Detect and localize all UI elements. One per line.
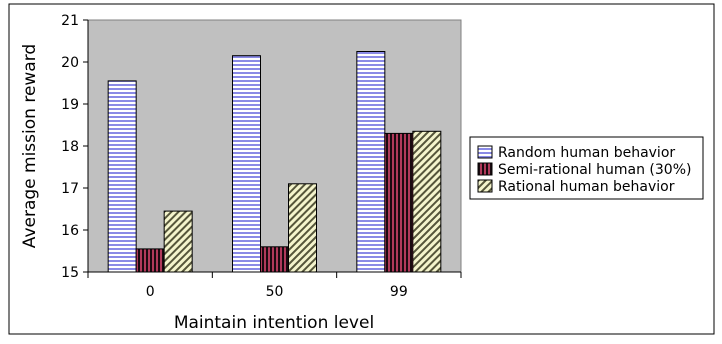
- x-tick-label: 50: [266, 284, 284, 300]
- legend-label: Rational human behavior: [498, 179, 675, 195]
- legend-swatch-random: [477, 145, 493, 159]
- y-tick-label: 17: [61, 181, 79, 197]
- x-tick-label: 99: [390, 284, 408, 300]
- x-tick-label: 0: [146, 284, 155, 300]
- y-tick-label: 19: [61, 97, 79, 113]
- x-axis-label: Maintain intention level: [174, 313, 374, 333]
- bar-random-0: [107, 80, 137, 273]
- bar-semi-rational-0: [135, 248, 165, 273]
- bar-semi-rational-50: [260, 246, 289, 273]
- legend-swatch-semi-rational: [477, 162, 493, 176]
- bar-rational-50: [288, 183, 317, 273]
- legend-swatch-rational: [477, 179, 493, 193]
- y-axis-label: Average mission reward: [20, 44, 40, 248]
- bar-rational-99: [412, 130, 442, 273]
- bar-random-50: [232, 55, 261, 273]
- legend-label: Semi-rational human (30%): [498, 162, 691, 178]
- y-tick-label: 20: [61, 55, 79, 71]
- y-axis: 15 16 17 18 19 20 21: [61, 13, 89, 281]
- bar-semi-rational-99: [384, 132, 414, 273]
- bars: [107, 51, 442, 273]
- legend-box: [469, 136, 704, 200]
- y-tick-label: 21: [61, 13, 79, 29]
- y-tick-label: 16: [61, 223, 79, 239]
- legend-label: Random human behavior: [498, 145, 675, 161]
- bar-rational-0: [163, 210, 193, 273]
- bar-random-99: [356, 51, 386, 273]
- y-tick-label: 18: [61, 139, 79, 155]
- y-tick-label: 15: [61, 265, 79, 281]
